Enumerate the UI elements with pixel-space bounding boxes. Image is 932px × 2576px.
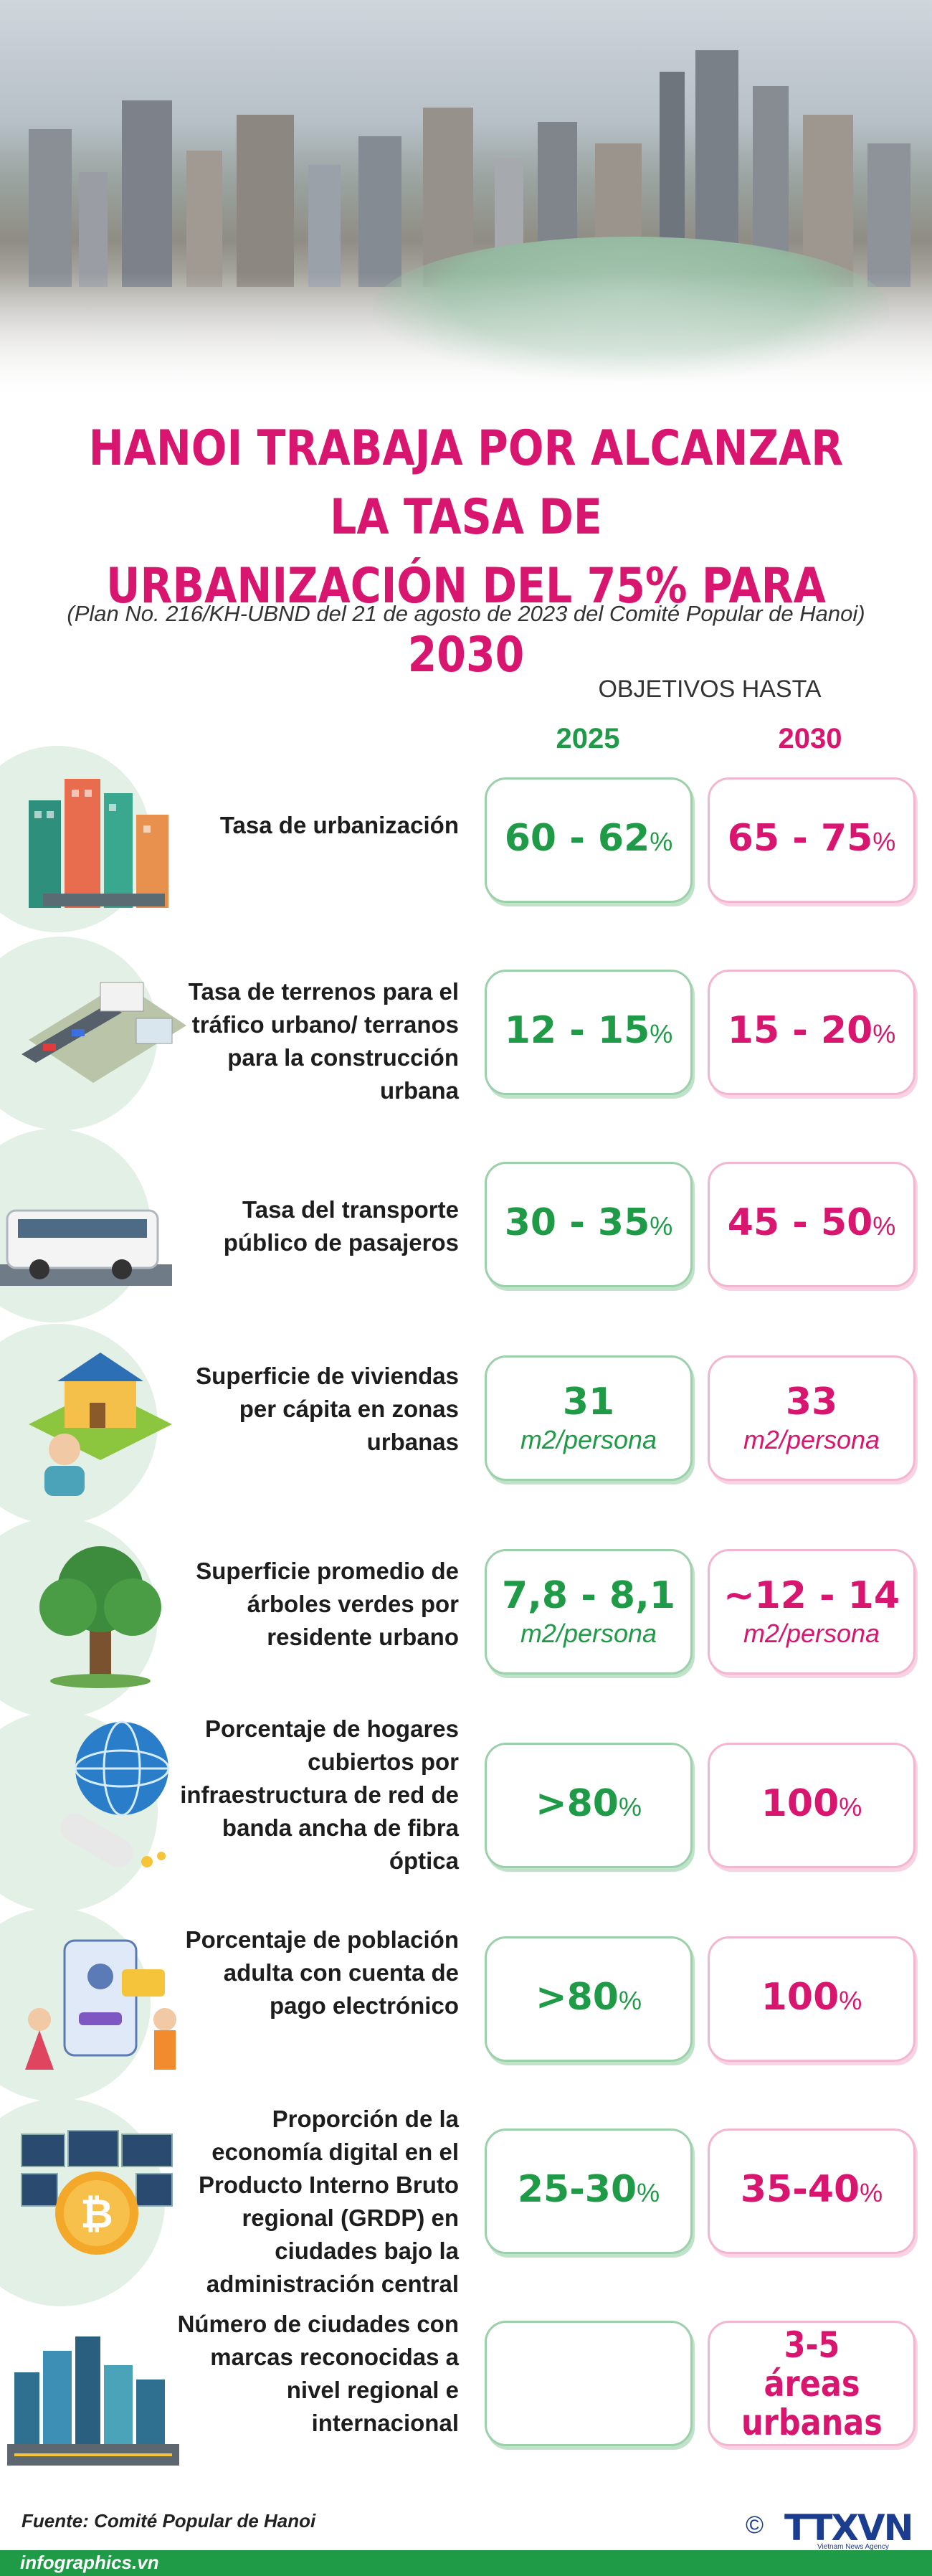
row-label: Porcentaje de hogares cubiertos por infr… [172,1713,459,1877]
value-2030-card: 100% [708,1743,916,1868]
urban-road-icon [14,954,186,1112]
row-label: Tasa del transporte público de pasajeros [172,1193,459,1259]
source-note: Fuente: Comité Popular de Hanoi [22,2510,315,2532]
row-green-trees: Superficie promedio de árboles verdes po… [0,1517,932,1711]
value-2025-card: 12 - 15% [485,970,693,1095]
row-urban-land-rate: Tasa de terrenos para el tráfico urbano/… [0,939,932,1126]
page-title: HANOI TRABAJA POR ALCANZAR LA TASA DE UR… [65,415,867,690]
copyright-symbol: © [746,2511,764,2539]
value-2025-card: 30 - 35% [485,1162,693,1287]
subtitle: (Plan No. 216/KH-UBND del 21 de agosto d… [0,601,932,627]
row-public-transport: Tasa del transporte público de pasajeros… [0,1132,932,1318]
value-2025-card: 31 m2/persona [485,1355,693,1481]
website-link[interactable]: infographics.vn [20,2552,159,2574]
row-label: Proporción de la economía digital en el … [172,2103,459,2301]
value-2030-card: 35-40% [708,2128,916,2254]
house-person-icon [14,1338,186,1496]
header-city-photo [0,0,932,402]
row-label: Número de ciudades con marcas reconocida… [172,2308,459,2440]
row-fiber-broadband: Porcentaje de hogares cubiertos por infr… [0,1711,932,1905]
row-recognized-cities: Número de ciudades con marcas reconocida… [0,2306,932,2500]
value-2030-card: ~12 - 14 m2/persona [708,1549,916,1675]
row-label: Porcentaje de población adulta con cuent… [172,1923,459,2022]
svg-text:₿: ₿ [80,2191,113,2238]
value-2025-card: 7,8 - 8,1 m2/persona [485,1549,693,1675]
value-2030-card: 65 - 75% [708,777,916,903]
value-2030-card: 15 - 20% [708,970,916,1095]
row-housing-per-capita: Superficie de viviendas per cápita en zo… [0,1324,932,1517]
row-digital-economy: ₿ Proporción de la economía digital en e… [0,2098,932,2306]
value-2030-card: 45 - 50% [708,1162,916,1287]
tree-icon [14,1532,186,1690]
bus-icon [0,1153,172,1311]
row-label: Tasa de terrenos para el tráfico urbano/… [172,975,459,1107]
row-label: Superficie de viviendas per cápita en zo… [172,1360,459,1459]
value-2025-card: 60 - 62% [485,777,693,903]
row-label: Tasa de urbanización [172,809,459,842]
row-label: Superficie promedio de árboles verdes po… [172,1555,459,1654]
value-2025-card [485,2321,693,2446]
city-buildings-icon [14,757,186,915]
e-payment-icon [14,1926,186,2084]
value-2030-card: 100% [708,1936,916,2062]
value-2025-card: 25-30% [485,2128,693,2254]
value-2025-card: >80% [485,1936,693,2062]
value-2025-card: >80% [485,1743,693,1868]
fiber-globe-icon [14,1718,186,1876]
value-2030-card: 33 m2/persona [708,1355,916,1481]
row-urbanization-rate: Tasa de urbanización 60 - 62% 65 - 75% [0,747,932,934]
bitcoin-screens-icon: ₿ [14,2120,186,2278]
city-skyline-icon [7,2315,179,2473]
city-skyline-image [0,29,932,287]
row-electronic-payment: Porcentaje de población adulta con cuent… [0,1905,932,2098]
value-2030-card: 3-5 áreas urbanas [708,2321,916,2446]
objectives-header: OBJETIVOS HASTA [516,676,903,704]
